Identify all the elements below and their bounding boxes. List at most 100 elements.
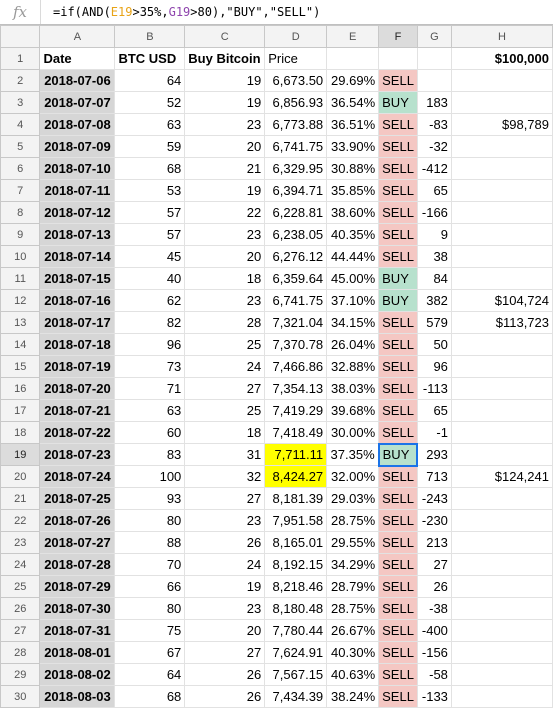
- column-header-b[interactable]: B: [114, 25, 186, 48]
- cell-b[interactable]: 63: [114, 113, 186, 136]
- cell-b[interactable]: 80: [114, 597, 186, 620]
- cell-b[interactable]: 66: [114, 575, 186, 598]
- cell-b[interactable]: 52: [114, 91, 186, 114]
- cell-c[interactable]: 19: [184, 91, 266, 114]
- cell-a[interactable]: 2018-07-23: [39, 443, 116, 466]
- signal-cell[interactable]: SELL: [378, 157, 418, 180]
- cell-h[interactable]: [450, 509, 553, 532]
- cell-h[interactable]: [450, 487, 553, 510]
- signal-cell[interactable]: SELL: [378, 377, 418, 400]
- cell-e[interactable]: 38.24%: [326, 685, 380, 708]
- signal-cell[interactable]: SELL: [378, 201, 418, 224]
- cell-a[interactable]: 2018-07-14: [39, 245, 116, 268]
- cell-c[interactable]: 19: [184, 575, 266, 598]
- cell-h[interactable]: [450, 553, 553, 576]
- signal-cell[interactable]: SELL: [378, 597, 418, 620]
- cell-c[interactable]: 23: [184, 223, 266, 246]
- cell-c[interactable]: 20: [184, 245, 266, 268]
- cell-c[interactable]: 23: [184, 113, 266, 136]
- cell-d[interactable]: 6,329.95: [264, 157, 328, 180]
- column-header-g[interactable]: G: [416, 25, 452, 48]
- row-header[interactable]: 11: [0, 267, 41, 290]
- cell-c[interactable]: 26: [184, 685, 266, 708]
- cell-a[interactable]: 2018-07-24: [39, 465, 116, 488]
- cell-d[interactable]: 8,424.27: [264, 465, 328, 488]
- column-header-f[interactable]: F: [378, 25, 418, 48]
- cell-b[interactable]: 68: [114, 685, 186, 708]
- cell-e[interactable]: 40.35%: [326, 223, 380, 246]
- cell-c[interactable]: 21: [184, 157, 266, 180]
- cell-c[interactable]: 25: [184, 333, 266, 356]
- row-header[interactable]: 6: [0, 157, 41, 180]
- row-header[interactable]: 4: [0, 113, 41, 136]
- cell-d[interactable]: 7,624.91: [264, 641, 328, 664]
- cell-h[interactable]: [450, 421, 553, 444]
- cell-c[interactable]: 28: [184, 311, 266, 334]
- row-header[interactable]: 28: [0, 641, 41, 664]
- cell-e[interactable]: 28.79%: [326, 575, 380, 598]
- cell-a[interactable]: 2018-07-07: [39, 91, 116, 114]
- cell-g[interactable]: [416, 47, 452, 70]
- row-header[interactable]: 13: [0, 311, 41, 334]
- cell-d[interactable]: 8,165.01: [264, 531, 328, 554]
- row-header[interactable]: 18: [0, 421, 41, 444]
- cell-b[interactable]: 57: [114, 201, 186, 224]
- signal-cell[interactable]: SELL: [378, 245, 418, 268]
- cell-h[interactable]: [450, 223, 553, 246]
- cell-g[interactable]: 183: [416, 91, 452, 114]
- cell-e[interactable]: 28.75%: [326, 597, 380, 620]
- cell-d[interactable]: 8,192.15: [264, 553, 328, 576]
- row-header[interactable]: 24: [0, 553, 41, 576]
- cell-a[interactable]: 2018-07-28: [39, 553, 116, 576]
- cell-e[interactable]: 32.88%: [326, 355, 380, 378]
- signal-cell[interactable]: SELL: [378, 355, 418, 378]
- row-header[interactable]: 27: [0, 619, 41, 642]
- cell-e[interactable]: 26.04%: [326, 333, 380, 356]
- cell-d[interactable]: 7,370.78: [264, 333, 328, 356]
- signal-cell[interactable]: SELL: [378, 465, 418, 488]
- cell-a[interactable]: 2018-08-02: [39, 663, 116, 686]
- cell-d[interactable]: 6,741.75: [264, 289, 328, 312]
- cell-c[interactable]: 25: [184, 399, 266, 422]
- row-header[interactable]: 2: [0, 69, 41, 92]
- cell-h[interactable]: [450, 157, 553, 180]
- signal-cell[interactable]: SELL: [378, 179, 418, 202]
- row-header[interactable]: 25: [0, 575, 41, 598]
- cell-b[interactable]: 60: [114, 421, 186, 444]
- cell-e[interactable]: 34.15%: [326, 311, 380, 334]
- cell-e[interactable]: 29.69%: [326, 69, 380, 92]
- cell-c[interactable]: 19: [184, 179, 266, 202]
- cell-h[interactable]: [450, 575, 553, 598]
- signal-cell[interactable]: SELL: [378, 487, 418, 510]
- cell-g[interactable]: -38: [416, 597, 452, 620]
- cell-a[interactable]: 2018-07-19: [39, 355, 116, 378]
- cell-h[interactable]: [450, 377, 553, 400]
- cell-d[interactable]: 8,180.48: [264, 597, 328, 620]
- cell-b[interactable]: 88: [114, 531, 186, 554]
- row-header[interactable]: 17: [0, 399, 41, 422]
- cell-d[interactable]: 7,466.86: [264, 355, 328, 378]
- cell-c[interactable]: 31: [184, 443, 266, 466]
- row-header[interactable]: 21: [0, 487, 41, 510]
- cell-h[interactable]: [450, 641, 553, 664]
- cell-d[interactable]: 8,181.39: [264, 487, 328, 510]
- row-header[interactable]: 30: [0, 685, 41, 708]
- cell-a[interactable]: 2018-07-11: [39, 179, 116, 202]
- signal-cell[interactable]: SELL: [378, 399, 418, 422]
- cell-h[interactable]: [450, 597, 553, 620]
- cell-d[interactable]: 6,276.12: [264, 245, 328, 268]
- column-header-e[interactable]: E: [326, 25, 380, 48]
- cell-g[interactable]: -156: [416, 641, 452, 664]
- cell-d[interactable]: 6,773.88: [264, 113, 328, 136]
- row-header[interactable]: 22: [0, 509, 41, 532]
- cell-c[interactable]: 22: [184, 201, 266, 224]
- cell-e[interactable]: 33.90%: [326, 135, 380, 158]
- cell-c[interactable]: 24: [184, 355, 266, 378]
- cell-a[interactable]: 2018-07-27: [39, 531, 116, 554]
- signal-cell[interactable]: SELL: [378, 311, 418, 334]
- formula-input[interactable]: =if(AND(E19>35%,G19>80),"BUY","SELL"): [41, 5, 320, 19]
- cell-g[interactable]: 26: [416, 575, 452, 598]
- row-header[interactable]: 3: [0, 91, 41, 114]
- row-header[interactable]: 29: [0, 663, 41, 686]
- selected-cell[interactable]: BUY: [377, 442, 419, 467]
